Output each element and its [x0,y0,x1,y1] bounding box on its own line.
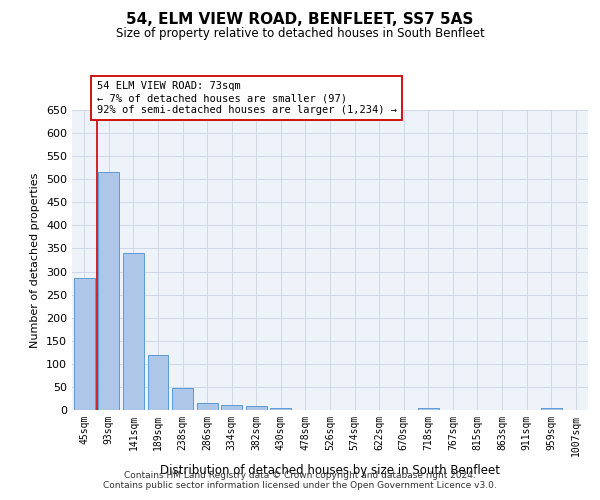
Bar [197,402,218,410]
Bar [123,253,144,410]
Text: 54, ELM VIEW ROAD, BENFLEET, SS7 5AS: 54, ELM VIEW ROAD, BENFLEET, SS7 5AS [127,12,473,28]
Y-axis label: Number of detached properties: Number of detached properties [31,172,40,348]
Bar [172,388,193,410]
Bar [271,408,292,410]
X-axis label: Distribution of detached houses by size in South Benfleet: Distribution of detached houses by size … [160,464,500,477]
Bar [541,408,562,410]
Bar [246,406,267,410]
Bar [98,172,119,410]
Bar [418,408,439,410]
Bar [221,406,242,410]
Text: 54 ELM VIEW ROAD: 73sqm
← 7% of detached houses are smaller (97)
92% of semi-det: 54 ELM VIEW ROAD: 73sqm ← 7% of detached… [97,82,397,114]
Text: Contains HM Land Registry data © Crown copyright and database right 2024.
Contai: Contains HM Land Registry data © Crown c… [103,470,497,490]
Text: Size of property relative to detached houses in South Benfleet: Size of property relative to detached ho… [116,28,484,40]
Bar [148,354,169,410]
Bar [74,278,95,410]
